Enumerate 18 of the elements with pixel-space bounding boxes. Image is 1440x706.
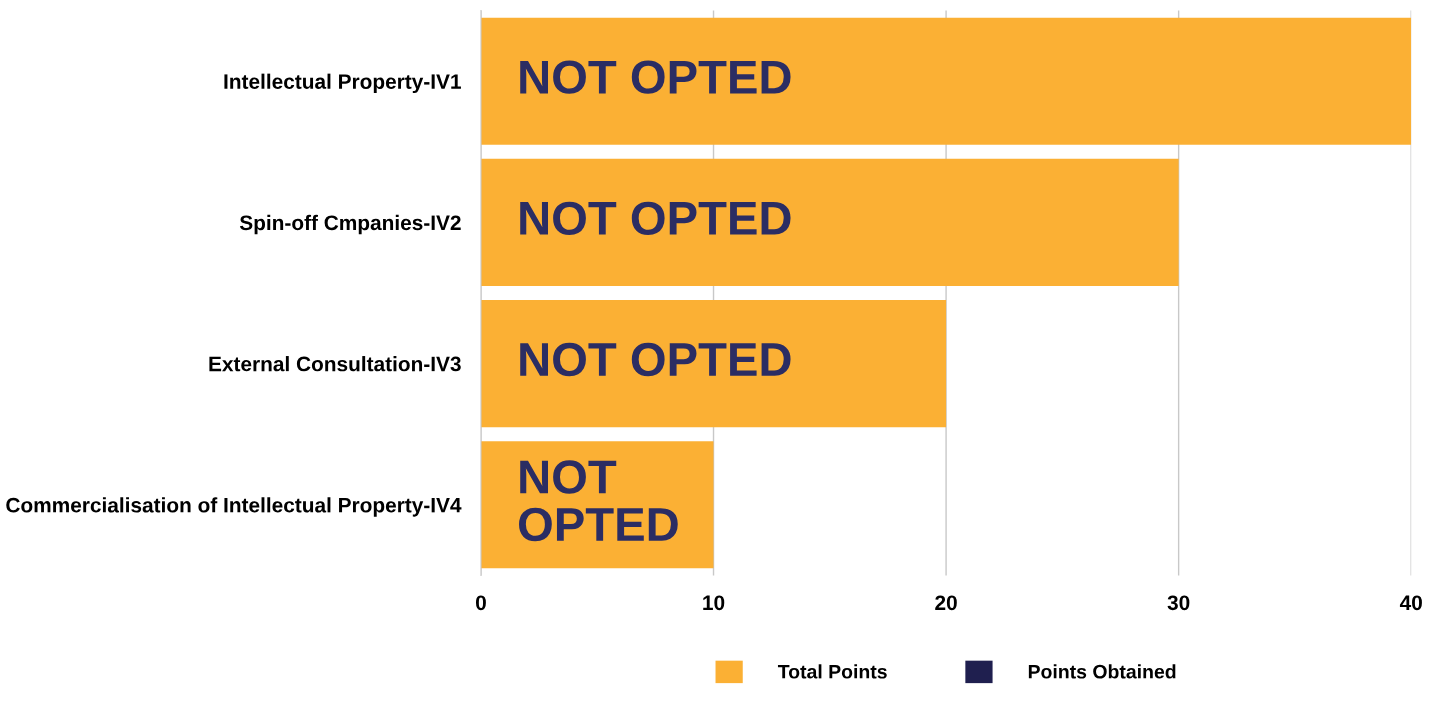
annotation: NOT OPTED <box>520 342 791 377</box>
x-tick-label: 0 <box>475 595 486 611</box>
x-tick-label: 30 <box>1167 595 1190 611</box>
annotation: NOT OPTED <box>519 460 678 542</box>
x-tick-label: 10 <box>703 595 725 611</box>
x-tick-label: 20 <box>935 595 957 611</box>
x-tick-label: 40 <box>1399 595 1422 611</box>
legend-label: Total Points <box>777 664 887 679</box>
bar <box>480 17 1412 145</box>
y-tick-label: Spin-off Cmpanies-IV2 <box>239 214 461 235</box>
y-tick-label: External Consultation-IV3 <box>209 356 461 372</box>
annotation: NOT OPTED <box>520 60 791 94</box>
bar <box>480 300 947 428</box>
annotation: NOT OPTED <box>520 201 791 236</box>
bar <box>480 158 1179 286</box>
y-tick-label: Commercialisation of Intellectual Property-IV4 <box>6 497 462 517</box>
y-tick-label: Intellectual Property-IV1 <box>224 73 461 94</box>
legend-label: Points Obtained <box>1028 664 1176 679</box>
